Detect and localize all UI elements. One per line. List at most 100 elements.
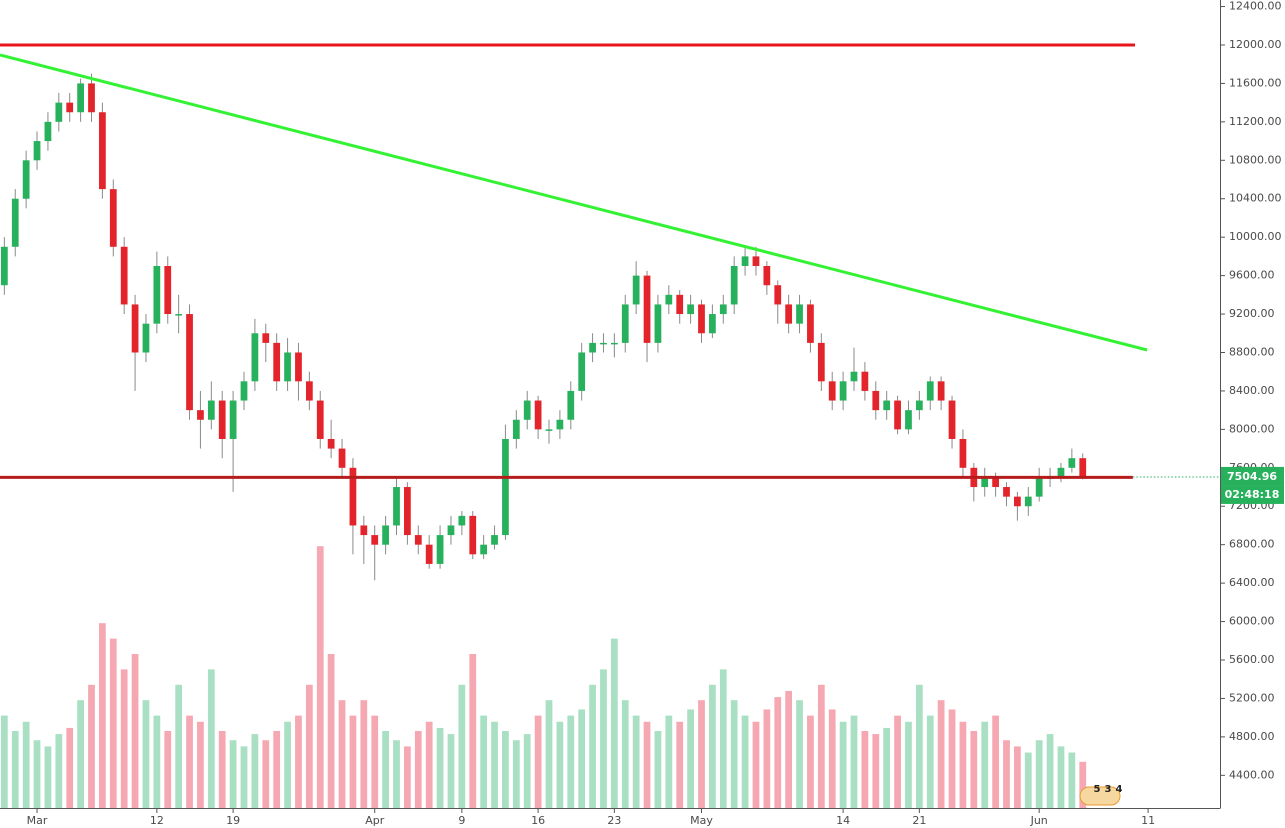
volume-bar — [55, 734, 63, 808]
volume-bar — [959, 721, 967, 808]
volume-bar — [447, 734, 455, 808]
volume-bar — [665, 715, 673, 808]
candle-body — [959, 438, 967, 468]
volume-bar — [676, 721, 684, 808]
candle-body — [719, 304, 727, 315]
candle-body — [621, 304, 629, 343]
candle-body — [447, 525, 455, 536]
volume-bar — [371, 715, 379, 808]
volume-bar — [796, 700, 803, 808]
volume-bar — [817, 684, 825, 808]
volume-bar — [153, 715, 161, 808]
volume-bar — [414, 731, 422, 808]
volume-bar — [99, 623, 106, 808]
candle-body — [774, 285, 782, 305]
candle-body — [687, 304, 694, 315]
volume-bar — [1057, 746, 1065, 808]
volume-bar — [763, 709, 771, 808]
candle-body — [349, 467, 357, 526]
volume-bar — [698, 700, 705, 808]
candle-body — [763, 266, 771, 286]
y-tick-label: 4400.00 — [1229, 768, 1275, 781]
volume-bar — [523, 734, 531, 808]
volume-bar — [719, 669, 727, 808]
volume-bar — [316, 546, 324, 808]
candle-body — [469, 515, 477, 555]
volume-bar — [425, 721, 433, 808]
candle-body — [404, 487, 411, 536]
y-tick-label: 11600.00 — [1229, 76, 1282, 89]
candle-body — [99, 112, 106, 190]
candle-body — [33, 141, 41, 161]
y-tick-label: 10800.00 — [1229, 153, 1282, 166]
volume-bar — [458, 684, 466, 808]
volume-bar — [44, 746, 52, 808]
candle-body — [371, 535, 379, 545]
volume-bar — [404, 746, 411, 808]
x-tick-label: 9 — [458, 814, 465, 827]
volume-bar — [109, 638, 117, 808]
candle-body — [480, 544, 488, 555]
candle-body — [523, 400, 531, 420]
volume-bar — [534, 715, 542, 808]
candle-body — [338, 448, 346, 468]
y-tick-label: 9200.00 — [1229, 307, 1275, 320]
x-tick-label: May — [690, 814, 713, 827]
candle-body — [186, 314, 193, 411]
candle-body — [817, 342, 825, 382]
candle-body — [153, 266, 161, 324]
x-tick-label: 23 — [607, 814, 621, 827]
candle-body — [545, 429, 553, 431]
candle-body — [850, 371, 858, 382]
candle-body — [883, 400, 891, 411]
volume-bar — [828, 709, 836, 808]
candle-body — [240, 381, 248, 401]
volume-bar — [578, 709, 586, 808]
candle-body — [55, 102, 63, 122]
volume-bar — [600, 669, 607, 808]
candle-body — [698, 304, 705, 334]
candle-body — [1003, 487, 1010, 497]
volume-bar — [872, 734, 880, 808]
volume-bar — [730, 700, 738, 808]
candle-body — [828, 381, 836, 401]
candle-body — [654, 304, 662, 343]
volume-bar — [752, 721, 760, 808]
volume-bar — [88, 684, 95, 808]
volume-bar — [861, 731, 869, 808]
x-tick-label: 16 — [531, 814, 545, 827]
candle-body — [11, 198, 19, 247]
volume-bar — [545, 700, 553, 808]
candle-body — [589, 342, 596, 353]
volume-bar — [338, 700, 346, 808]
volume-bar — [360, 700, 368, 808]
candle-body — [164, 266, 172, 315]
volume-bar — [709, 684, 716, 808]
candle-body — [730, 266, 738, 305]
candle-body — [567, 390, 575, 420]
candle-body — [676, 294, 684, 315]
candle-body — [600, 342, 607, 345]
y-tick-label: 10400.00 — [1229, 192, 1282, 205]
candle-body — [458, 515, 466, 526]
volume-bar — [1068, 752, 1076, 808]
candle-body — [218, 400, 226, 439]
volume-bar — [11, 731, 19, 808]
candle-body — [120, 246, 128, 305]
candle-body — [382, 525, 389, 545]
candle-body — [22, 160, 30, 199]
candle-body — [785, 304, 793, 324]
price-axis-bg — [1220, 0, 1285, 828]
candle-body — [578, 352, 586, 391]
y-tick-label: 12400.00 — [1229, 0, 1282, 13]
y-tick-label: 6000.00 — [1229, 615, 1275, 628]
volume-bar — [66, 727, 74, 808]
candle-body — [109, 189, 117, 247]
candle-body — [77, 83, 84, 113]
candle-body — [534, 400, 542, 430]
candle-body — [796, 304, 803, 324]
candle-body — [556, 419, 564, 430]
candle-body — [0, 246, 8, 286]
volume-bar — [502, 731, 509, 808]
volume-bar — [327, 654, 335, 808]
